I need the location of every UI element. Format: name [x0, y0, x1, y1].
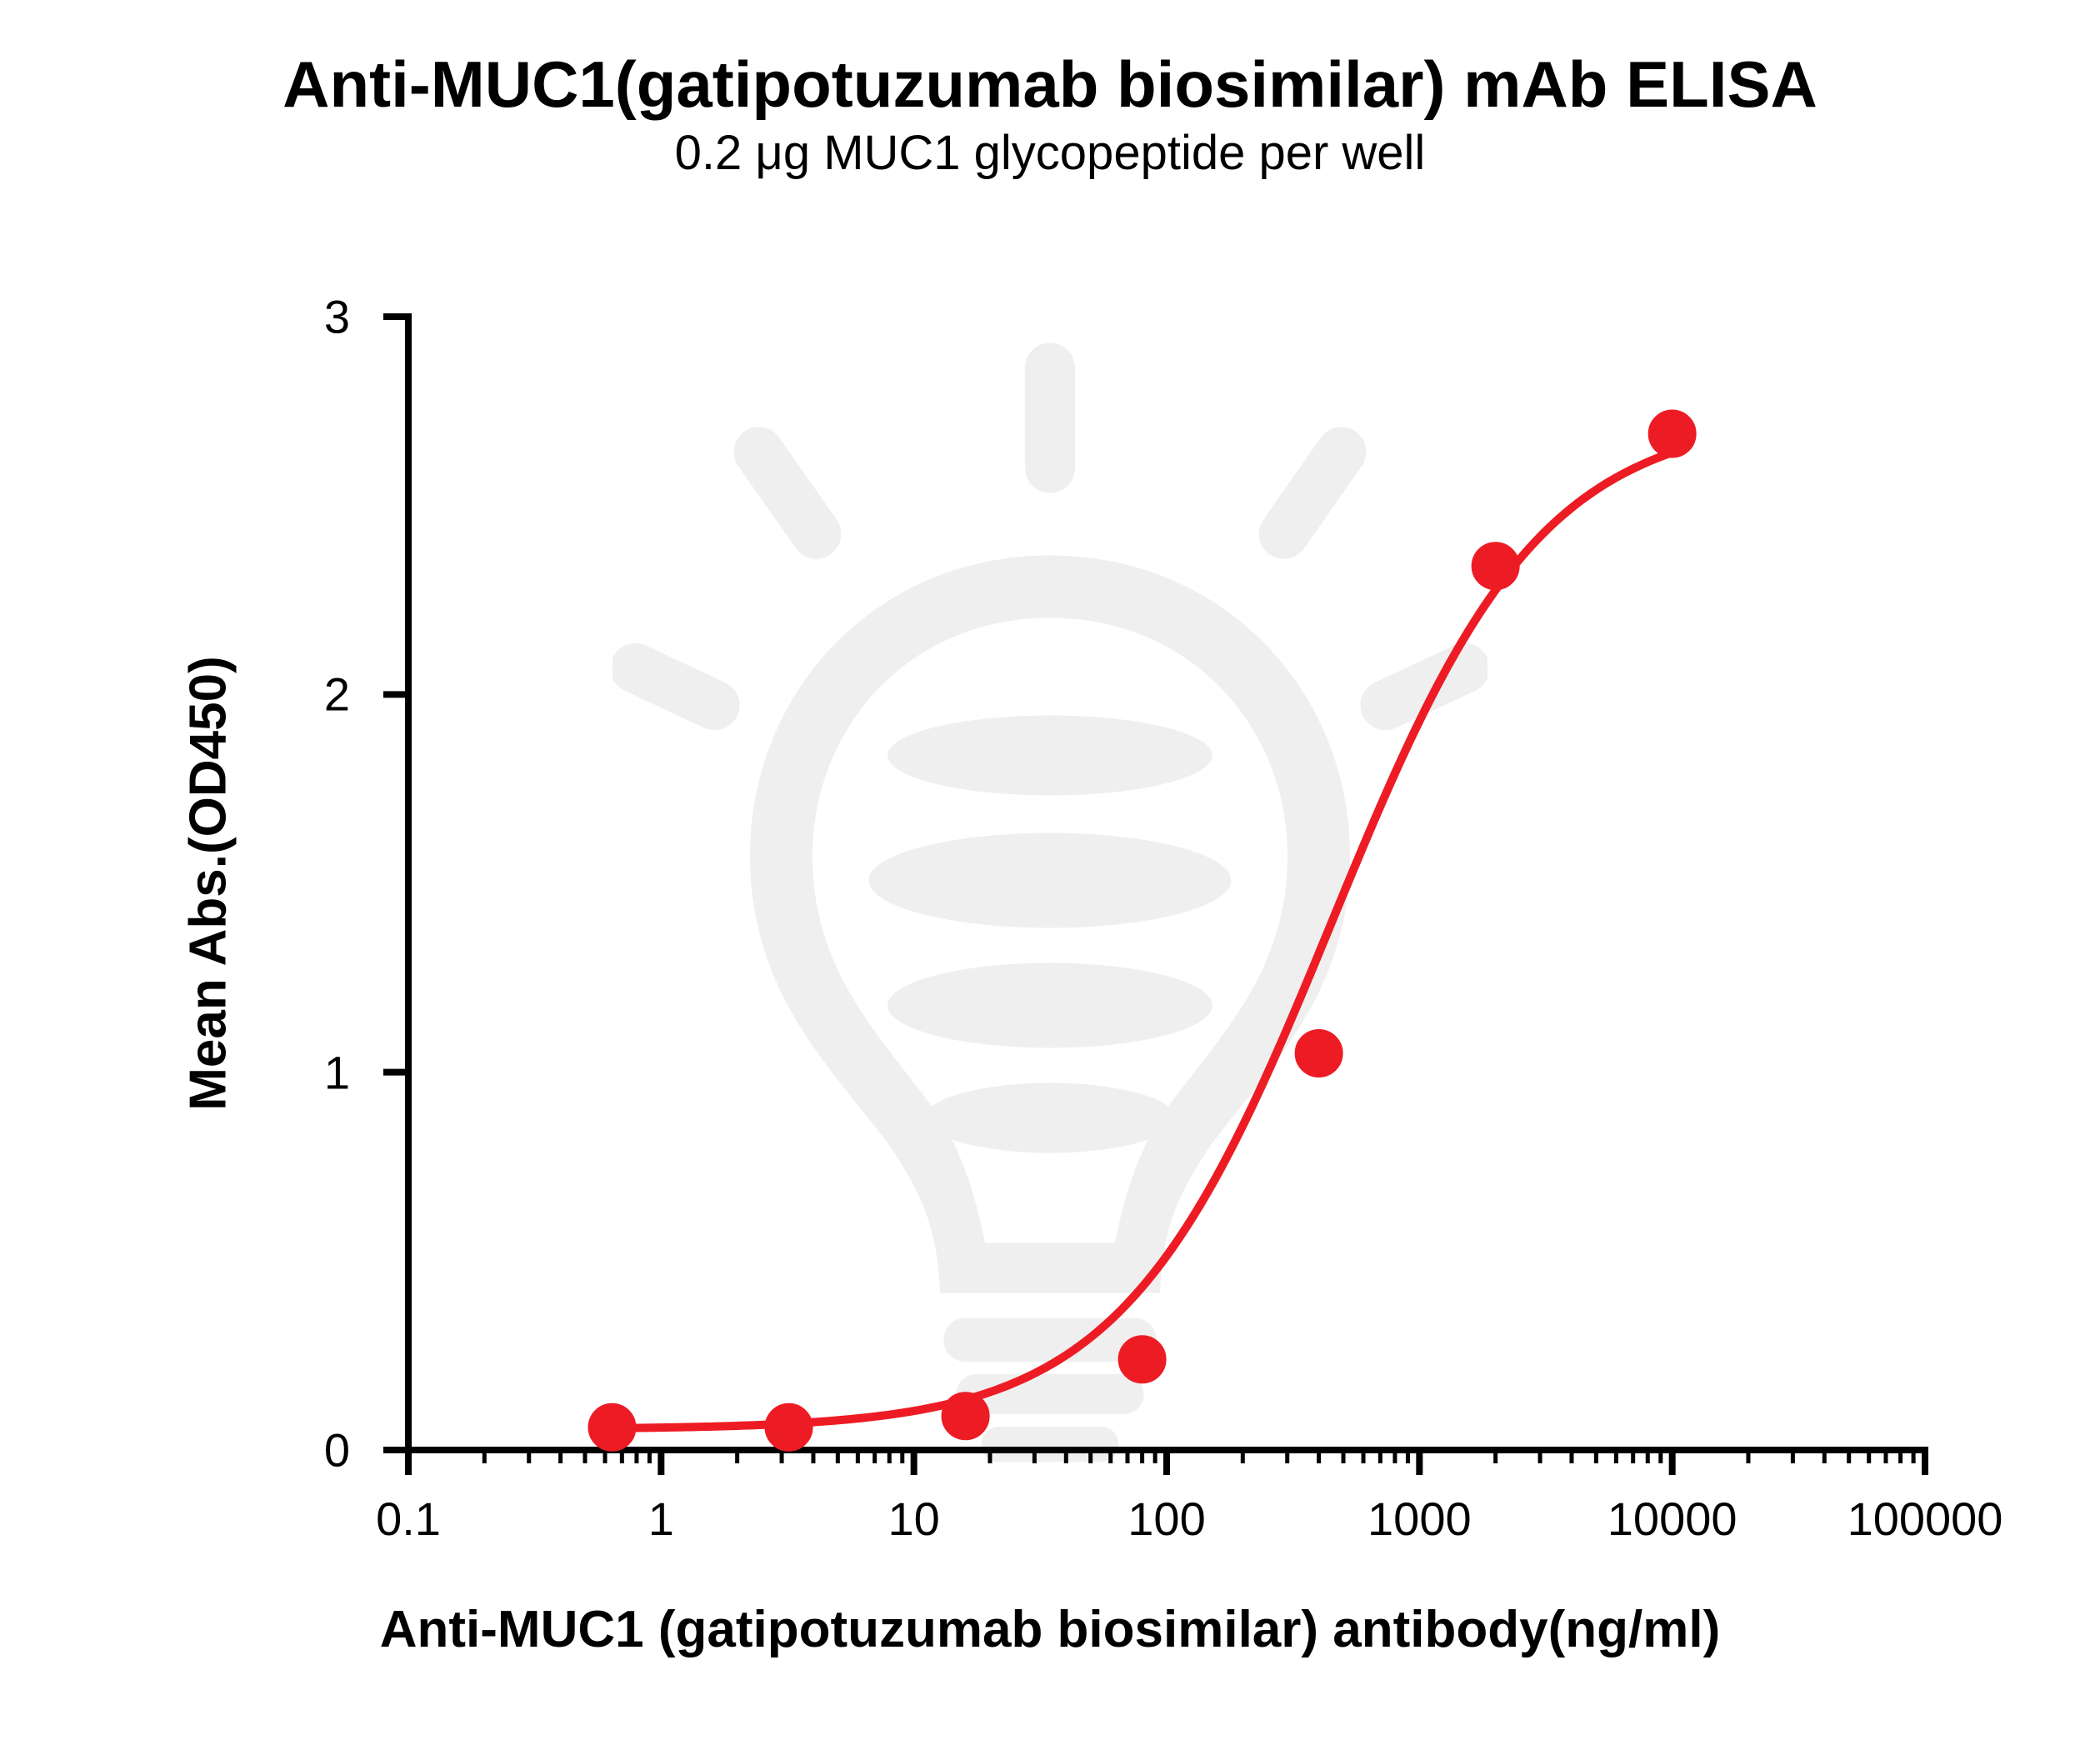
data-point	[589, 1404, 636, 1451]
y-tick-label: 0	[283, 1423, 350, 1478]
data-point	[942, 1392, 989, 1439]
y-tick-label: 1	[283, 1045, 350, 1099]
chart-container: Anti-MUC1(gatipotuzumab biosimilar) mAb …	[0, 0, 2100, 1745]
data-point	[1296, 1030, 1342, 1077]
y-tick-label: 3	[283, 290, 350, 344]
x-tick-label: 10000	[1608, 1492, 1738, 1546]
x-tick-label: 100	[1128, 1492, 1205, 1546]
data-point	[1119, 1336, 1166, 1382]
x-tick-label: 1	[648, 1492, 674, 1546]
data-point	[1472, 542, 1519, 589]
plot-svg	[0, 0, 2100, 1745]
x-tick-label: 100000	[1848, 1492, 2003, 1546]
data-point	[1649, 411, 1696, 458]
y-tick-label: 2	[283, 668, 350, 722]
x-tick-label: 10	[888, 1492, 940, 1546]
x-tick-label: 1000	[1368, 1492, 1472, 1546]
data-point	[766, 1404, 812, 1451]
fit-curve	[601, 451, 1678, 1428]
x-tick-label: 0.1	[376, 1492, 441, 1546]
